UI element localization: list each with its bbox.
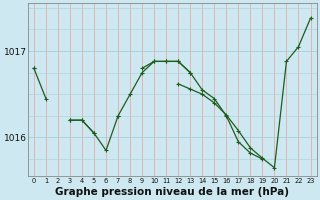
X-axis label: Graphe pression niveau de la mer (hPa): Graphe pression niveau de la mer (hPa) [55, 187, 289, 197]
